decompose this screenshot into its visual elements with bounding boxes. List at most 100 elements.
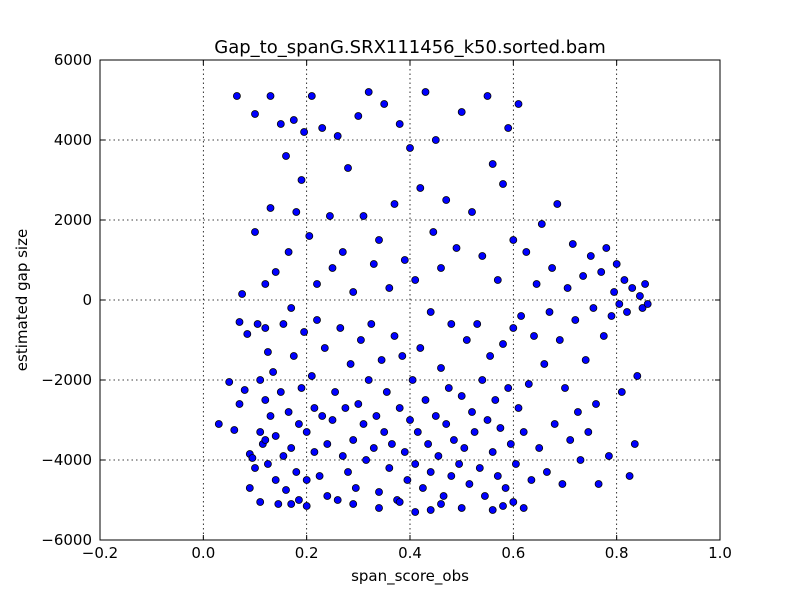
data-point xyxy=(251,464,259,472)
y-tick-label: −6000 xyxy=(41,531,92,549)
data-point xyxy=(615,300,624,308)
data-point xyxy=(380,428,389,436)
data-point xyxy=(266,204,275,212)
data-point xyxy=(519,428,528,436)
data-point xyxy=(284,248,293,256)
data-point xyxy=(628,284,637,292)
data-points xyxy=(214,88,652,516)
data-point xyxy=(251,110,259,118)
data-point xyxy=(421,88,430,96)
data-point xyxy=(359,420,368,428)
data-point xyxy=(235,400,244,408)
data-point xyxy=(592,400,600,408)
data-point xyxy=(504,384,513,392)
x-tick-label: 1.0 xyxy=(708,544,732,562)
data-point xyxy=(452,244,461,252)
data-point xyxy=(380,100,389,108)
data-point xyxy=(501,484,510,492)
data-point xyxy=(251,228,259,236)
data-point xyxy=(493,472,502,480)
data-point xyxy=(269,368,278,376)
data-point xyxy=(341,404,350,412)
data-point xyxy=(362,456,371,464)
y-tick-label: −4000 xyxy=(41,451,92,469)
data-point xyxy=(292,468,301,476)
data-point xyxy=(331,388,340,396)
data-point xyxy=(300,328,309,336)
data-point xyxy=(390,200,399,208)
data-point xyxy=(346,360,355,368)
data-point xyxy=(344,164,352,172)
data-point xyxy=(488,160,497,168)
data-point xyxy=(256,498,265,506)
data-point xyxy=(287,500,296,508)
data-point xyxy=(468,208,476,216)
data-point xyxy=(354,400,363,408)
data-point xyxy=(387,440,396,448)
data-point xyxy=(328,264,337,272)
data-point xyxy=(390,332,399,340)
data-point xyxy=(325,212,334,220)
data-point xyxy=(574,408,582,416)
data-point xyxy=(460,444,469,452)
data-point xyxy=(437,264,445,272)
data-point xyxy=(612,260,621,268)
data-point xyxy=(377,356,386,364)
data-point xyxy=(468,408,476,416)
data-point xyxy=(292,208,301,216)
data-point xyxy=(256,376,265,384)
data-point xyxy=(338,452,347,460)
data-point xyxy=(475,464,484,472)
data-point xyxy=(413,428,422,436)
data-point xyxy=(403,476,412,484)
data-point xyxy=(462,336,471,344)
data-point xyxy=(235,318,244,326)
data-point xyxy=(625,472,634,480)
data-point xyxy=(571,316,580,324)
data-point xyxy=(307,92,316,100)
data-point xyxy=(512,460,520,468)
data-point xyxy=(263,460,272,468)
data-point xyxy=(434,452,443,460)
data-point xyxy=(550,420,559,428)
data-point xyxy=(442,420,451,428)
data-point xyxy=(232,92,241,100)
data-point xyxy=(465,480,474,488)
data-point xyxy=(406,144,414,152)
data-point xyxy=(499,502,507,510)
data-point xyxy=(408,376,417,384)
data-point xyxy=(256,428,265,436)
data-point xyxy=(411,508,420,516)
data-point xyxy=(253,320,262,328)
data-point xyxy=(524,380,533,388)
data-point xyxy=(442,196,451,204)
data-point xyxy=(243,330,252,338)
data-point xyxy=(509,498,518,506)
data-point xyxy=(261,324,270,332)
data-point xyxy=(315,472,324,480)
data-point xyxy=(641,280,649,288)
data-point xyxy=(470,428,479,436)
data-point xyxy=(271,432,280,440)
data-point xyxy=(382,388,391,396)
data-point xyxy=(579,272,587,280)
data-point xyxy=(424,440,433,448)
data-point xyxy=(576,456,585,464)
data-point xyxy=(610,288,618,296)
data-point xyxy=(372,412,381,420)
data-point xyxy=(302,428,311,436)
data-point xyxy=(638,304,647,312)
data-point xyxy=(263,348,272,356)
data-point xyxy=(294,496,303,504)
x-tick-label: −0.2 xyxy=(82,544,118,562)
data-point xyxy=(230,426,239,434)
data-point xyxy=(225,378,234,386)
data-point xyxy=(356,336,365,344)
data-point xyxy=(429,228,438,236)
data-point xyxy=(522,248,531,256)
data-point xyxy=(369,260,378,268)
data-point xyxy=(543,468,551,476)
data-point xyxy=(416,344,425,352)
data-point xyxy=(568,240,577,248)
